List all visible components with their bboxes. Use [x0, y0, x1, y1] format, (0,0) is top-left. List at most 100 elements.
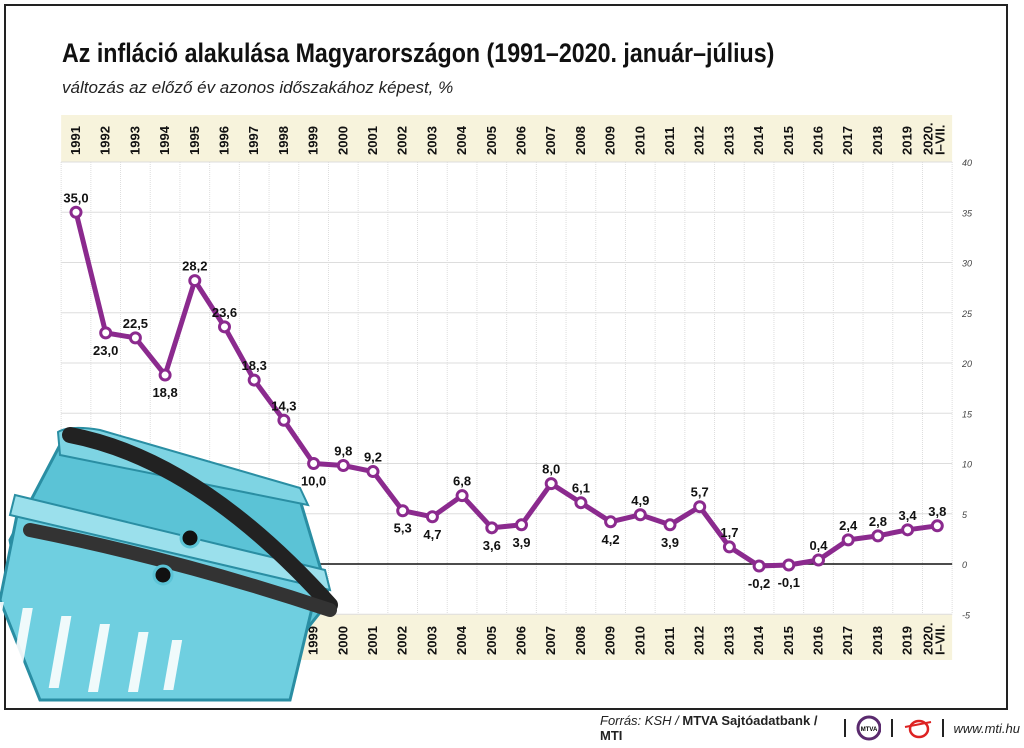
x-tick-label-bottom: 2013 [721, 626, 736, 655]
y-tick-label: 20 [961, 359, 972, 369]
x-tick-label-top: 2019 [900, 126, 915, 155]
website-link[interactable]: www.mti.hu [953, 720, 1020, 736]
chart-title: Az infláció alakulása Magyarországon (19… [62, 38, 775, 68]
source-bold: MTVA Sajtóadatbank / MTI [600, 713, 818, 743]
mtva-logo-icon: MTVA [856, 715, 881, 741]
data-point [128, 331, 142, 345]
data-label: 3,4 [899, 508, 918, 523]
data-label: 1,7 [720, 525, 738, 540]
x-tick-label-top: 2004 [454, 125, 469, 155]
y-tick-label: -5 [962, 610, 971, 620]
x-tick-label-top: 2009 [603, 126, 618, 155]
data-point [336, 459, 350, 473]
chart-frame [4, 4, 1008, 710]
data-point [812, 553, 825, 567]
y-tick-label: 35 [962, 208, 973, 218]
data-point [455, 489, 469, 503]
x-tick-label-top: 2016 [811, 126, 826, 155]
x-tick-label-top: 2007 [543, 126, 558, 155]
x-tick-label-bottom: 2006 [514, 626, 529, 655]
data-point [515, 518, 528, 532]
x-tick-label-top: 2011 [662, 127, 677, 155]
x-tick-label-bottom: 2001 [365, 626, 380, 655]
x-tick-label-top: 2012 [692, 126, 707, 155]
data-point [574, 496, 588, 510]
top-year-band [61, 115, 953, 162]
data-label: 9,2 [364, 450, 382, 465]
data-label: 4,7 [423, 527, 441, 542]
y-tick-label: 25 [961, 309, 973, 319]
y-tick-label: 0 [962, 560, 967, 570]
data-label: 35,0 [63, 190, 88, 205]
data-label: 5,3 [394, 521, 412, 536]
x-tick-label-top: 1995 [187, 126, 202, 155]
x-tick-label-top: 2002 [395, 126, 410, 155]
x-tick-label-top: 1994 [157, 125, 172, 155]
data-point [158, 368, 172, 382]
source-prefix: Forrás: KSH / [600, 713, 683, 728]
x-tick-label-bottom: 2020. [920, 622, 935, 655]
data-point [693, 500, 707, 514]
x-tick-label-top: 2013 [721, 126, 736, 155]
data-label: -0,2 [748, 576, 770, 591]
x-tick-label-bottom: 2003 [424, 626, 439, 655]
y-tick-label: 5 [962, 510, 968, 520]
data-label: 2,8 [869, 514, 887, 529]
x-tick-label-top: 2000 [335, 126, 350, 155]
data-point [396, 504, 410, 518]
svg-text:MTVA: MTVA [861, 727, 878, 733]
data-label: 22,5 [123, 316, 148, 331]
x-tick-label-top: 1996 [217, 126, 232, 155]
data-point [901, 523, 915, 537]
data-label: 8,0 [542, 462, 560, 477]
data-point [722, 540, 736, 554]
data-point [633, 508, 647, 522]
x-tick-label-bottom: 2008 [573, 626, 588, 655]
data-point [366, 465, 380, 479]
data-label: 23,6 [212, 305, 237, 320]
data-point [663, 518, 677, 532]
x-tick-label-bottom: 2018 [870, 626, 885, 655]
separator [843, 719, 846, 737]
separator [890, 719, 893, 737]
data-label: 18,8 [152, 385, 177, 400]
x-tick-label-bottom: I–VII. [932, 625, 947, 655]
x-tick-label-bottom: 2016 [811, 626, 826, 655]
x-tick-label-bottom: 2009 [603, 626, 618, 655]
data-point [841, 533, 855, 547]
x-tick-label-top: 2020. [920, 122, 935, 155]
x-tick-label-top: 1998 [276, 126, 291, 155]
data-point [871, 529, 885, 543]
data-label: 28,2 [182, 259, 207, 274]
x-tick-label-bottom: 2010 [632, 626, 647, 655]
data-point [604, 515, 618, 529]
data-point [307, 457, 321, 470]
y-tick-label: 30 [962, 259, 972, 269]
data-label: 0,4 [809, 538, 828, 553]
data-label: 23,0 [93, 343, 118, 358]
footer: Forrás: KSH / MTVA Sajtóadatbank / MTI M… [600, 713, 1020, 743]
data-point [247, 373, 261, 387]
x-tick-label-top: 2008 [573, 126, 588, 155]
data-label: 9,8 [334, 444, 352, 459]
x-tick-label-bottom: 2007 [543, 626, 558, 655]
source-text: Forrás: KSH / MTVA Sajtóadatbank / MTI [600, 713, 834, 743]
x-tick-label-top: 2018 [870, 126, 885, 155]
data-point [218, 320, 231, 334]
shopping-basket-illustration [0, 426, 338, 702]
data-label: 3,9 [661, 535, 679, 550]
x-tick-label-bottom: 2011 [662, 627, 677, 655]
x-tick-label-bottom: 2004 [454, 625, 469, 655]
x-tick-label-top: 2006 [514, 126, 529, 155]
data-label: -0,1 [778, 575, 800, 590]
data-point [930, 519, 944, 533]
x-tick-label-top: 2003 [424, 126, 439, 155]
x-tick-label-bottom: 2014 [751, 625, 766, 655]
x-tick-label-top: 1997 [246, 126, 261, 155]
data-label: 4,9 [631, 493, 649, 508]
data-label: 3,6 [483, 538, 501, 553]
data-label: 6,1 [572, 481, 590, 496]
x-tick-label-top: 1992 [98, 126, 113, 155]
data-label: 6,8 [453, 474, 471, 489]
